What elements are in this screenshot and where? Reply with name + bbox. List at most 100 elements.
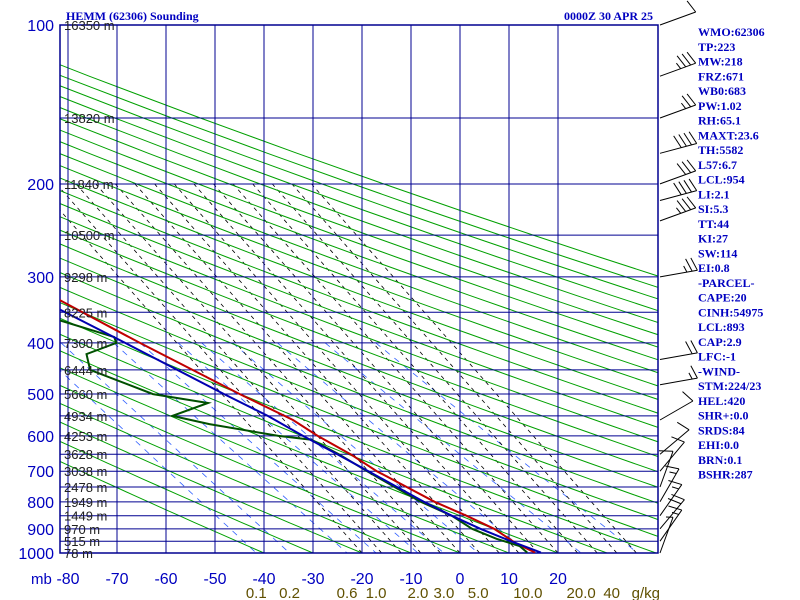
index-line: LI:2.1 xyxy=(698,187,730,201)
wind-barb-shaft xyxy=(659,207,696,222)
wind-barb-flag xyxy=(671,493,685,501)
dry-adiabat-line xyxy=(60,177,658,400)
wind-barb-flag xyxy=(688,372,693,380)
wind-barb-shaft xyxy=(659,429,690,455)
wind-barb-shaft xyxy=(659,352,698,360)
dry-adiabats xyxy=(60,64,658,553)
dry-adiabat-line xyxy=(60,141,658,361)
wind-barb-flag xyxy=(671,486,679,490)
index-line: SRDS:84 xyxy=(698,423,745,437)
index-line: WB0:683 xyxy=(698,84,746,98)
dry-adiabat-line xyxy=(60,118,658,336)
wind-barb-shaft xyxy=(659,11,696,26)
index-line: LCL:893 xyxy=(698,320,745,334)
wind-barb-flag xyxy=(681,53,692,66)
wind-barb-flag xyxy=(688,131,698,144)
wind-barb-flag xyxy=(676,421,690,431)
moist-adiabat-line xyxy=(95,183,422,553)
mixing-ratio-label: 1.0 xyxy=(366,585,387,600)
moist-adiabat-line xyxy=(311,183,637,553)
index-line: TH:5582 xyxy=(698,143,743,157)
parcel-profile xyxy=(60,308,542,553)
wind-barb-flag xyxy=(673,135,682,148)
moist-adiabat-line xyxy=(291,183,618,553)
dry-adiabat-line xyxy=(60,317,658,553)
dry-adiabat-line xyxy=(60,190,658,414)
index-line: BSHR:287 xyxy=(698,468,753,482)
dry-adiabat-line xyxy=(60,257,658,488)
wind-barb-flag xyxy=(676,55,687,68)
height-label: 1449 m xyxy=(64,509,107,524)
wind-barb-shaft xyxy=(659,62,696,77)
temperature-tick-label: 10 xyxy=(500,571,518,588)
wind-barb xyxy=(659,0,697,26)
temperature-tick-label: -20 xyxy=(350,571,373,588)
dry-adiabat-line xyxy=(60,216,658,443)
height-label: 2478 m xyxy=(64,480,107,495)
dry-adiabat-line xyxy=(60,85,658,300)
wind-barb xyxy=(658,450,674,488)
height-label: 7300 m xyxy=(64,336,107,351)
pressure-tick-label: 1000 xyxy=(18,546,54,563)
height-label: 4253 m xyxy=(64,429,107,444)
wind-barb xyxy=(659,516,674,554)
dry-adiabat-line xyxy=(60,421,364,553)
pressure-tick-label: 400 xyxy=(27,336,54,353)
wind-barb-flag xyxy=(690,257,698,271)
pressure-tick-label: 500 xyxy=(27,387,54,404)
wind-barb-flag xyxy=(686,51,697,64)
wind-barb-shaft xyxy=(659,170,696,185)
temperature-tick-label: -10 xyxy=(399,571,422,588)
wind-barb-shaft xyxy=(659,269,698,278)
pressure-tick-label: 800 xyxy=(27,495,54,512)
moist-adiabat-line xyxy=(60,209,363,553)
pressure-unit-label: mb xyxy=(31,571,52,588)
index-line: MAXT:23.6 xyxy=(698,128,759,142)
index-line: EI:0.8 xyxy=(698,261,730,275)
wind-barb-flag xyxy=(667,498,682,505)
wind-barb-flag xyxy=(688,178,698,191)
wind-barb xyxy=(659,340,698,360)
pressure-tick-label: 600 xyxy=(27,429,54,446)
wind-barb xyxy=(659,493,685,530)
index-line: LFC:-1 xyxy=(698,350,736,364)
wind-barb-flag xyxy=(685,341,693,355)
index-line: KI:27 xyxy=(698,232,728,246)
mixing-ratio-label: 40 xyxy=(603,585,620,600)
dry-adiabat-line xyxy=(60,367,511,553)
index-line: TP:223 xyxy=(698,40,735,54)
index-line: RH:65.1 xyxy=(698,114,741,128)
dry-adiabat-line xyxy=(60,333,609,553)
mixing-ratio-unit: g/kg xyxy=(632,585,660,600)
mixing-ratio-line xyxy=(324,342,582,553)
wind-barb xyxy=(659,505,683,542)
mixing-ratio-label: 0.2 xyxy=(279,585,300,600)
wind-barb-flag xyxy=(676,207,682,214)
wind-barb-flag xyxy=(676,200,687,212)
index-line: SW:114 xyxy=(698,246,737,260)
wind-barb-shaft xyxy=(659,499,685,530)
temperature-tick-label: -40 xyxy=(252,571,275,588)
dry-adiabat-line xyxy=(60,95,658,312)
dry-adiabat-line xyxy=(60,129,658,348)
index-line: CAP:2.9 xyxy=(698,335,742,349)
moist-adiabat-line xyxy=(60,187,382,553)
sounding-profiles xyxy=(60,299,542,553)
wind-barb-shaft xyxy=(659,451,674,488)
index-line: FRZ:671 xyxy=(698,69,744,83)
wind-barb xyxy=(659,196,697,222)
dry-adiabat-line xyxy=(60,440,315,553)
wind-barb xyxy=(659,51,697,77)
wind-barb xyxy=(659,365,698,386)
dry-adiabat-line xyxy=(60,460,266,553)
wind-barb-shaft xyxy=(659,104,696,119)
dry-adiabat-line xyxy=(60,64,658,277)
index-line: PW:1.02 xyxy=(698,99,742,113)
wind-barb xyxy=(659,93,697,119)
height-label: 78 m xyxy=(64,546,93,561)
wind-barb xyxy=(659,421,690,455)
dry-adiabat-line xyxy=(60,286,658,521)
mixing-ratio-label: 5.0 xyxy=(468,585,489,600)
